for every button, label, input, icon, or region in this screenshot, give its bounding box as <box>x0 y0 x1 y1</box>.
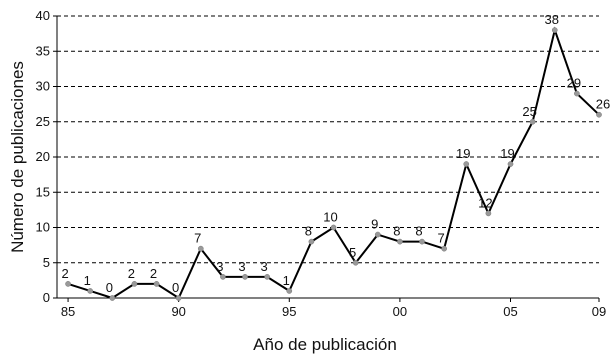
series-line-group <box>67 26 600 300</box>
y-tick-label: 0 <box>43 290 50 305</box>
data-label: 9 <box>371 217 378 232</box>
y-tick-label: 25 <box>36 114 50 129</box>
data-point <box>507 161 514 167</box>
data-point <box>463 161 470 167</box>
data-point <box>220 274 226 280</box>
axes <box>53 15 600 302</box>
data-label: 19 <box>500 146 514 161</box>
data-label: 26 <box>596 97 610 112</box>
data-point <box>485 210 492 217</box>
data-point <box>596 111 602 118</box>
data-label: 7 <box>194 231 201 246</box>
y-tick-label: 35 <box>36 43 50 58</box>
y-tick-label: 10 <box>36 220 50 235</box>
data-label: 3 <box>261 259 268 274</box>
data-point <box>153 281 160 287</box>
series-line <box>67 26 600 300</box>
data-point <box>397 238 403 245</box>
data-point <box>131 281 138 287</box>
data-label: 3 <box>216 259 223 274</box>
data-point <box>551 27 558 33</box>
data-point <box>87 288 94 294</box>
data-label: 2 <box>61 266 68 281</box>
data-point <box>352 259 359 266</box>
y-tick-label: 15 <box>36 184 50 199</box>
gridlines <box>57 15 599 264</box>
x-tick-label: 90 <box>171 304 185 319</box>
y-tick-label: 40 <box>36 8 50 23</box>
y-tick-label: 30 <box>36 79 50 94</box>
x-tick-label: 05 <box>503 304 517 319</box>
data-label: 8 <box>393 224 400 239</box>
data-label: 29 <box>567 76 581 91</box>
x-tick-label: 00 <box>393 304 407 319</box>
data-points <box>65 27 602 301</box>
x-tick-label: 95 <box>282 304 296 319</box>
data-label: 12 <box>478 195 492 210</box>
data-label: 1 <box>283 273 290 288</box>
data-label: 2 <box>150 266 157 281</box>
data-point <box>419 238 425 245</box>
data-point <box>264 274 271 280</box>
data-label: 0 <box>106 280 113 295</box>
data-label: 2 <box>128 266 135 281</box>
data-label: 25 <box>522 104 536 119</box>
data-point <box>441 245 447 252</box>
data-label: 1 <box>84 273 91 288</box>
data-point <box>109 295 116 301</box>
data-point <box>574 90 580 97</box>
data-point <box>65 281 71 287</box>
data-label: 19 <box>456 146 470 161</box>
data-point <box>242 274 248 280</box>
y-tick-label: 20 <box>36 149 50 164</box>
data-label: 7 <box>438 231 445 246</box>
data-label: 3 <box>238 259 245 274</box>
data-point <box>529 118 536 125</box>
x-tick-label: 85 <box>61 304 75 319</box>
data-label: 0 <box>172 280 179 295</box>
data-point <box>374 231 381 238</box>
data-point <box>175 295 182 301</box>
x-axis-title: Año de publicación <box>253 335 397 354</box>
data-label: 8 <box>305 224 312 239</box>
y-tick-label: 5 <box>43 255 50 270</box>
x-tick-label: 09 <box>592 304 606 319</box>
data-label: 8 <box>415 224 422 239</box>
data-point <box>330 224 337 231</box>
data-label: 5 <box>349 245 356 260</box>
data-label: 10 <box>323 210 337 225</box>
data-label: 38 <box>545 12 559 27</box>
data-point <box>197 245 204 252</box>
y-axis-title: Número de publicaciones <box>8 61 27 253</box>
data-point <box>286 288 293 294</box>
data-point <box>308 238 315 245</box>
